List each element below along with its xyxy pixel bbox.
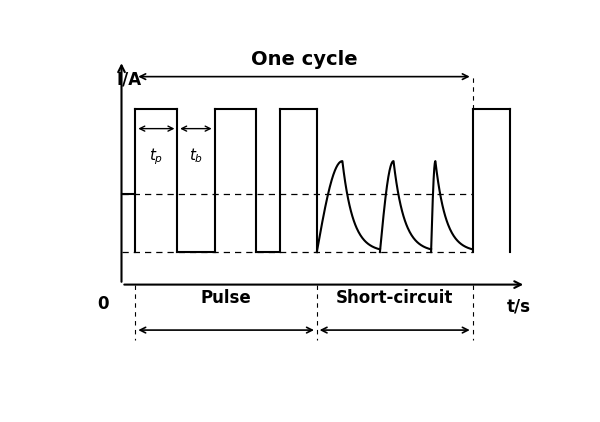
- Text: 0: 0: [97, 295, 109, 313]
- Text: I/A: I/A: [117, 70, 142, 88]
- Text: Pulse: Pulse: [201, 289, 251, 307]
- Text: One cycle: One cycle: [251, 49, 358, 68]
- Text: t/s: t/s: [507, 298, 531, 316]
- Text: Short-circuit: Short-circuit: [336, 289, 454, 307]
- Text: $t_p$: $t_p$: [149, 146, 163, 167]
- Text: $t_b$: $t_b$: [189, 146, 203, 165]
